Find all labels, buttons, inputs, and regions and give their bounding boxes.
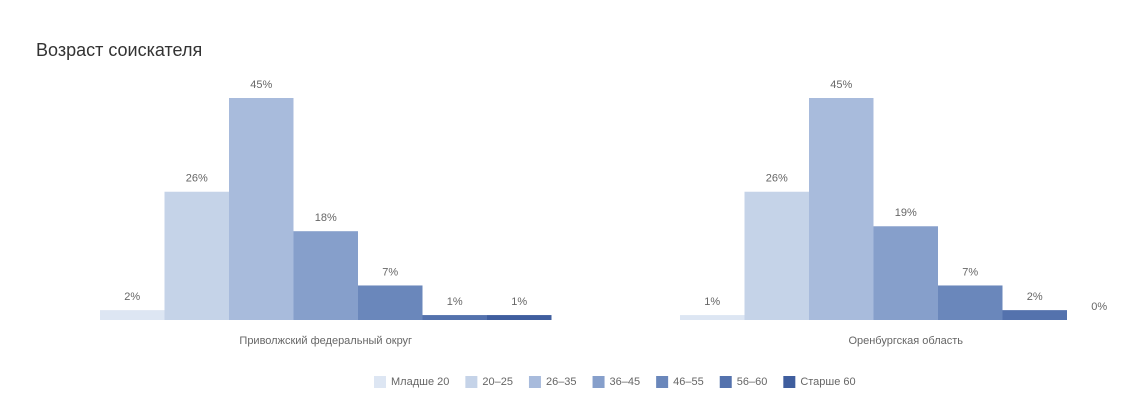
data-label: 45% [250,79,272,91]
data-label: 19% [895,207,917,219]
legend-label: 56–60 [737,376,768,388]
bar [487,315,552,320]
bar [358,285,423,320]
data-label: 1% [511,296,527,308]
data-label: 1% [704,296,720,308]
data-label: 26% [766,173,788,185]
legend-swatch [783,376,796,388]
data-label: 45% [830,79,852,91]
bar [100,310,165,320]
data-label: 18% [315,212,337,224]
category-label: Приволжский федеральный округ [239,335,412,347]
legend-swatch [528,376,541,388]
data-label: 7% [382,266,398,278]
data-label: 2% [1027,291,1043,303]
chart-title: Возраст соискателя [36,40,202,60]
data-label: 0% [1091,301,1107,313]
legend-label: 46–55 [673,376,704,388]
data-label: 2% [124,291,140,303]
bar [229,98,294,320]
bar [873,226,938,320]
data-label: 7% [962,266,978,278]
data-label: 1% [447,296,463,308]
legend-swatch [719,376,732,388]
legend-swatch [592,376,605,388]
legend-label: 36–45 [610,376,641,388]
legend-swatch [465,376,478,388]
legend-label: Младше 20 [391,376,449,388]
bar [744,191,809,320]
bar [422,315,487,320]
bar [164,191,229,320]
bar [293,231,358,320]
data-label: 26% [186,173,208,185]
bar [938,285,1003,320]
legend-swatch [374,376,386,388]
legend-label: 20–25 [482,376,513,388]
legend-swatch [656,376,669,388]
legend-label: 26–35 [546,376,577,388]
bar [1002,310,1067,320]
bar [680,315,745,320]
legend-label: Старше 60 [800,376,855,388]
category-label: Оренбургская область [848,335,963,347]
bar [809,98,874,320]
